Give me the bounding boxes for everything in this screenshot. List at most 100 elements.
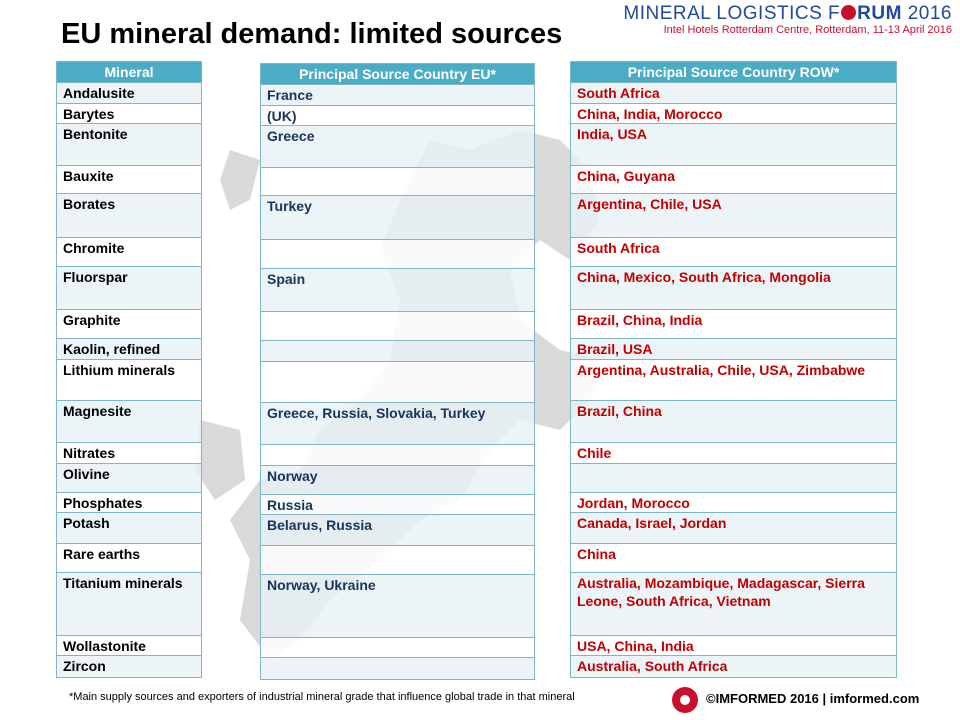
event-logo: MINERAL LOGISTICS F RUM 2016 Intel Hotels… bbox=[623, 3, 952, 37]
table-row: Olivine bbox=[56, 463, 202, 493]
table-row: Jordan, Morocco bbox=[570, 492, 897, 513]
mineral-cell: Potash bbox=[56, 512, 202, 544]
row-source-cell: China, Mexico, South Africa, Mongolia bbox=[570, 266, 897, 310]
table-row: Brazil, China, India bbox=[570, 309, 897, 339]
mineral-cell: Zircon bbox=[56, 655, 202, 678]
table-row: Argentina, Australia, Chile, USA, Zimbab… bbox=[570, 359, 897, 401]
eu-source-cell: Russia bbox=[260, 494, 535, 515]
table-row bbox=[260, 444, 535, 466]
row-source-cell: Australia, South Africa bbox=[570, 655, 897, 678]
row-source-cell: China, Guyana bbox=[570, 165, 897, 194]
table-row: Graphite bbox=[56, 309, 202, 339]
table-row: (UK) bbox=[260, 105, 535, 126]
mineral-cell: Kaolin, refined bbox=[56, 338, 202, 360]
imformed-brand bbox=[672, 687, 698, 713]
table-row: Argentina, Chile, USA bbox=[570, 193, 897, 238]
logo-line-2: Intel Hotels Rotterdam Centre, Rotterdam… bbox=[663, 24, 952, 36]
brand-text: ©IMFORMED 2016 | imformed.com bbox=[706, 691, 920, 706]
logo-line-1: MINERAL LOGISTICS F RUM 2016 bbox=[623, 3, 952, 24]
table-row: China bbox=[570, 543, 897, 573]
table-row: Zircon bbox=[56, 655, 202, 678]
row-source-cell: Argentina, Chile, USA bbox=[570, 193, 897, 238]
eu-source-cell: Norway bbox=[260, 465, 535, 495]
table-row: Magnesite bbox=[56, 400, 202, 443]
eu-source-cell bbox=[260, 444, 535, 466]
table-row: Australia, Mozambique, Madagascar, Sierr… bbox=[570, 572, 897, 636]
mineral-cell: Nitrates bbox=[56, 442, 202, 464]
table-row: Titanium minerals bbox=[56, 572, 202, 636]
table-row: China, India, Morocco bbox=[570, 103, 897, 124]
table-row: India, USA bbox=[570, 123, 897, 166]
mineral-cell: Bentonite bbox=[56, 123, 202, 166]
footnote: *Main supply sources and exporters of in… bbox=[69, 691, 575, 703]
mineral-cell: Borates bbox=[56, 193, 202, 238]
table-row bbox=[260, 657, 535, 680]
row-source-cell: USA, China, India bbox=[570, 635, 897, 656]
eu-source-table: Principal Source Country EU* France (UK) G… bbox=[260, 63, 535, 680]
eu-source-cell: France bbox=[260, 84, 535, 106]
table-row: Barytes bbox=[56, 103, 202, 124]
eu-source-cell: Greece, Russia, Slovakia, Turkey bbox=[260, 402, 535, 445]
eu-source-cell: (UK) bbox=[260, 105, 535, 126]
table-row: Andalusite bbox=[56, 82, 202, 104]
eu-source-cell bbox=[260, 311, 535, 341]
row-source-cell: Brazil, China, India bbox=[570, 309, 897, 339]
eu-source-cell: Greece bbox=[260, 125, 535, 168]
table-row: Chromite bbox=[56, 237, 202, 267]
table-row: Greece, Russia, Slovakia, Turkey bbox=[260, 402, 535, 445]
row-source-cell: Argentina, Australia, Chile, USA, Zimbab… bbox=[570, 359, 897, 401]
eu-source-cell: Belarus, Russia bbox=[260, 514, 535, 546]
eu-source-cell: Spain bbox=[260, 268, 535, 312]
mineral-cell: Graphite bbox=[56, 309, 202, 339]
eu-source-cell bbox=[260, 239, 535, 269]
table-row: China, Mexico, South Africa, Mongolia bbox=[570, 266, 897, 310]
table-row: Lithium minerals bbox=[56, 359, 202, 401]
row-source-cell: Australia, Mozambique, Madagascar, Sierr… bbox=[570, 572, 897, 636]
mineral-column-header: Mineral bbox=[56, 61, 202, 83]
table-row: USA, China, India bbox=[570, 635, 897, 656]
row-source-cell: Chile bbox=[570, 442, 897, 464]
table-row: Belarus, Russia bbox=[260, 514, 535, 546]
row-source-cell: South Africa bbox=[570, 237, 897, 267]
mineral-cell: Barytes bbox=[56, 103, 202, 124]
eu-source-cell bbox=[260, 167, 535, 196]
table-row: Rare earths bbox=[56, 543, 202, 573]
row-source-cell bbox=[570, 463, 897, 493]
eu-source-cell: Turkey bbox=[260, 195, 535, 240]
row-column-header: Principal Source Country ROW* bbox=[570, 61, 897, 83]
table-row: Nitrates bbox=[56, 442, 202, 464]
table-row bbox=[260, 311, 535, 341]
eu-source-cell bbox=[260, 637, 535, 658]
table-row: Bauxite bbox=[56, 165, 202, 194]
row-source-cell: South Africa bbox=[570, 82, 897, 104]
table-row: Russia bbox=[260, 494, 535, 515]
table-row: South Africa bbox=[570, 237, 897, 267]
eu-source-cell: Norway, Ukraine bbox=[260, 574, 535, 638]
eu-source-cell bbox=[260, 361, 535, 403]
mineral-cell: Olivine bbox=[56, 463, 202, 493]
table-row: Phosphates bbox=[56, 492, 202, 513]
table-row: Potash bbox=[56, 512, 202, 544]
table-row: Australia, South Africa bbox=[570, 655, 897, 678]
table-row: Borates bbox=[56, 193, 202, 238]
table-row: Greece bbox=[260, 125, 535, 168]
row-source-cell: Brazil, USA bbox=[570, 338, 897, 360]
row-source-cell: Brazil, China bbox=[570, 400, 897, 443]
mineral-cell: Andalusite bbox=[56, 82, 202, 104]
mineral-table: Mineral Andalusite Barytes Bentonite Bauxit… bbox=[56, 61, 202, 678]
mineral-cell: Titanium minerals bbox=[56, 572, 202, 636]
table-row: Fluorspar bbox=[56, 266, 202, 310]
table-row: Brazil, China bbox=[570, 400, 897, 443]
table-row: Kaolin, refined bbox=[56, 338, 202, 360]
table-row: Bentonite bbox=[56, 123, 202, 166]
table-row: Norway bbox=[260, 465, 535, 495]
table-row bbox=[260, 239, 535, 269]
table-row bbox=[260, 361, 535, 403]
table-row bbox=[260, 545, 535, 575]
row-source-cell: Canada, Israel, Jordan bbox=[570, 512, 897, 544]
eu-source-cell bbox=[260, 657, 535, 680]
mineral-cell: Wollastonite bbox=[56, 635, 202, 656]
page-title: EU mineral demand: limited sources bbox=[61, 18, 563, 50]
eu-source-cell bbox=[260, 340, 535, 362]
mineral-cell: Lithium minerals bbox=[56, 359, 202, 401]
